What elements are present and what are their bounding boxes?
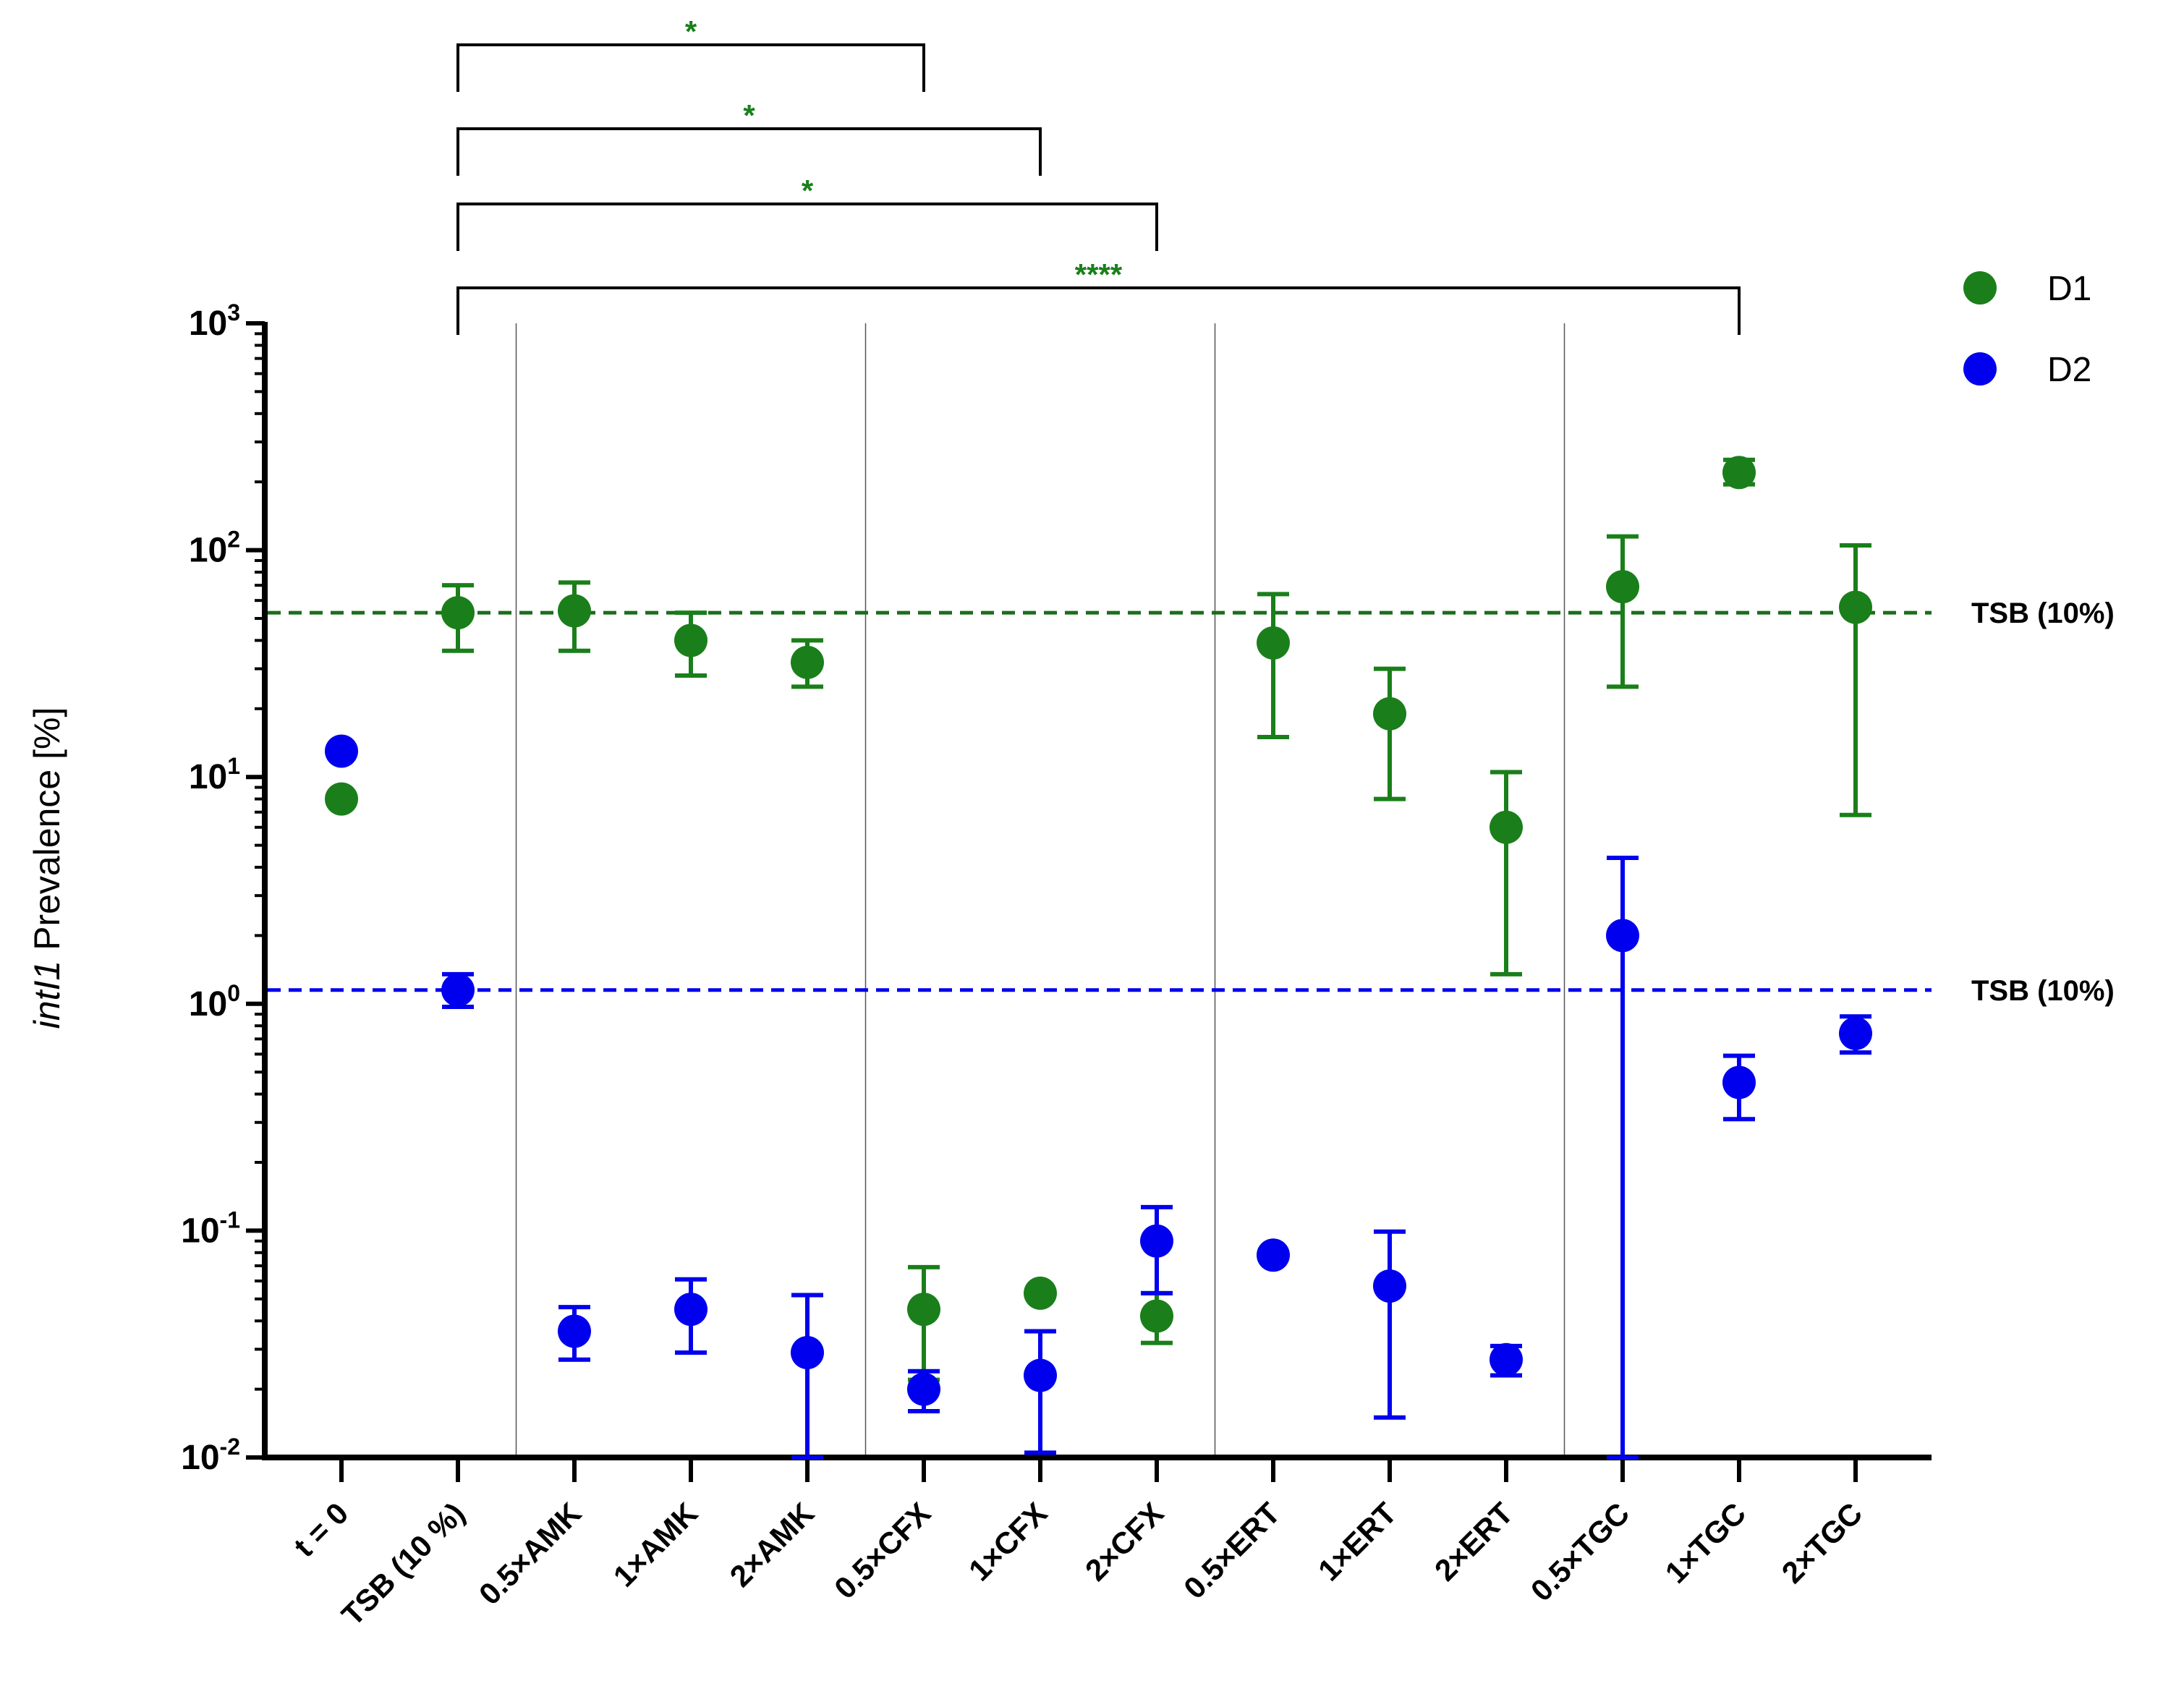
error-bar: [1374, 1229, 1406, 1420]
data-point-d1-0-5xamk: [558, 594, 591, 628]
legend-item-d1: D1: [1963, 270, 2091, 308]
data-point-d2-tsb-10: [441, 973, 475, 1007]
data-point-d1-2xtgc: [1839, 590, 1872, 624]
series-d1: [325, 456, 1872, 1382]
data-point-d2-1xcfx: [1024, 1358, 1057, 1392]
data-series: [325, 456, 1872, 1460]
significance-label: *: [685, 14, 697, 48]
data-point-d1-tsb-10: [441, 596, 475, 630]
reference-line-label-d2: TSB (10%): [1971, 975, 2115, 1007]
legend-marker-d2: [1963, 352, 1997, 386]
y-tick-label: 10-1: [181, 1206, 240, 1250]
significance-bracket: *: [456, 14, 925, 92]
y-tick-label: 100: [189, 980, 240, 1023]
data-point-d1-0-5xcfx: [907, 1293, 940, 1327]
legend: D1 D2: [1963, 270, 2091, 389]
legend-label-d1: D1: [2047, 270, 2091, 308]
data-point-d1-2xcfx: [1140, 1299, 1173, 1333]
error-bar: [791, 1293, 823, 1460]
data-point-d1-0-5xert: [1257, 626, 1290, 660]
data-point-d1-1xert: [1373, 697, 1406, 731]
legend-label-d2: D2: [2047, 351, 2091, 389]
data-point-d2-2xert: [1490, 1342, 1523, 1376]
y-tick-label: 103: [189, 299, 240, 343]
data-point-d1-2xert: [1490, 810, 1523, 844]
data-point-d1-t-0: [325, 782, 358, 816]
significance-label: ****: [1075, 257, 1123, 291]
bracket-line: [456, 286, 1741, 335]
error-bar: [1257, 592, 1289, 739]
legend-marker-d1: [1963, 271, 1997, 305]
y-axis-label: intI1 Prevalence [%]: [27, 707, 67, 1029]
error-bar: [1840, 542, 1871, 817]
significance-label: *: [802, 174, 814, 208]
y-tick-label: 10-2: [181, 1434, 240, 1477]
data-point-d2-0-5xert: [1257, 1238, 1290, 1272]
data-point-d2-2xamk: [791, 1335, 824, 1369]
data-point-d2-1xert: [1373, 1269, 1406, 1303]
data-point-d2-2xtgc: [1839, 1016, 1872, 1050]
significance-bracket: ****: [456, 257, 1741, 335]
bracket-line: [456, 43, 925, 92]
bracket-line: [456, 203, 1158, 251]
data-point-d1-0-5xtgc: [1606, 570, 1639, 604]
reference-lines: TSB (10%) TSB (10%): [268, 597, 2115, 1007]
significance-label: *: [743, 98, 755, 132]
data-point-d2-1xtgc: [1722, 1065, 1756, 1099]
data-point-d2-0-5xcfx: [907, 1372, 940, 1406]
data-point-d2-0-5xtgc: [1606, 919, 1639, 953]
group-separators: [515, 323, 1565, 1457]
data-point-d2-1xamk: [674, 1293, 708, 1327]
data-point-d1-1xamk: [674, 623, 708, 657]
y-axis-label-text: Prevalence [%]: [27, 707, 67, 961]
data-point-d1-1xtgc: [1722, 456, 1756, 490]
data-point-d1-1xcfx: [1024, 1276, 1057, 1310]
y-axis-label-gene: intI1: [27, 961, 67, 1029]
error-bar: [1374, 666, 1406, 801]
significance-bracket: *: [456, 98, 1042, 176]
data-point-d2-t-0: [325, 734, 358, 768]
data-point-d1-2xamk: [791, 645, 824, 679]
significance-bracket: *: [456, 174, 1158, 251]
data-point-d2-2xcfx: [1140, 1224, 1173, 1258]
legend-item-d2: D2: [1963, 351, 2091, 389]
significance-brackets: *******: [456, 14, 1741, 335]
error-bar: [1607, 534, 1639, 689]
bracket-line: [456, 127, 1042, 176]
y-tick-label: 101: [189, 753, 240, 796]
error-bar: [1490, 770, 1522, 976]
data-point-d2-0-5xamk: [558, 1314, 591, 1348]
reference-line-label-d1: TSB (10%): [1971, 597, 2115, 629]
series-d2: [325, 734, 1872, 1460]
error-bar: [1607, 856, 1639, 1460]
y-tick-label: 102: [189, 527, 240, 570]
